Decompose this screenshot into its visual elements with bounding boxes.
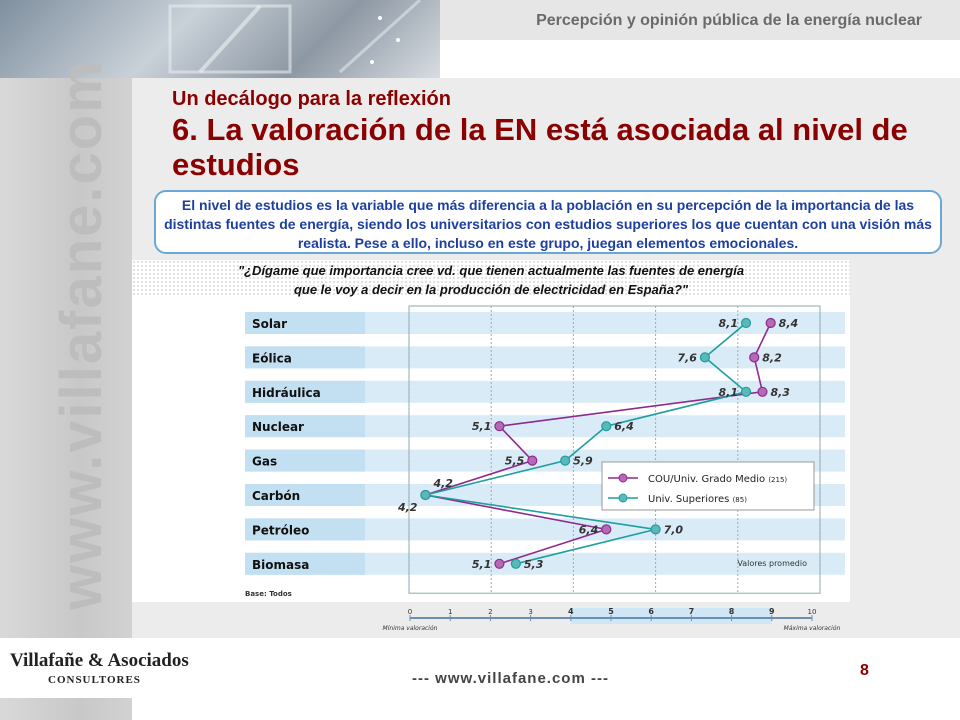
- category-label: Hidráulica: [252, 386, 321, 400]
- page-number: 8: [860, 662, 869, 679]
- legend-label: COU/Univ. Grado Medio (215): [648, 474, 787, 485]
- slide-subtitle: Un decálogo para la reflexión: [172, 88, 451, 110]
- data-label: 5,1: [472, 420, 492, 433]
- data-label: 4,2: [432, 477, 453, 490]
- category-label-box: [245, 552, 365, 575]
- slide-title: 6. La valoración de la EN está asociada …: [172, 112, 908, 182]
- company-logo-sub: CONSULTORES: [48, 674, 141, 686]
- category-label: Nuclear: [252, 420, 304, 434]
- data-label: 7,6: [677, 351, 697, 364]
- data-label: 5,3: [524, 558, 544, 571]
- category-label-box: [245, 346, 365, 369]
- data-point: [527, 455, 538, 466]
- banner-pattern: [168, 0, 422, 74]
- legend-count: (215): [768, 476, 787, 484]
- data-point: [601, 524, 612, 535]
- question-line-2: que le voy a decir en la producción de e…: [293, 282, 689, 297]
- legend-label: Univ. Superiores (85): [648, 494, 747, 505]
- left-side-band: [0, 0, 132, 720]
- category-band: [245, 380, 845, 403]
- category-label-box: [245, 449, 365, 472]
- data-label: 7,0: [664, 523, 684, 536]
- legend-box: [601, 461, 815, 511]
- data-label: 5,5: [505, 455, 525, 468]
- category-label: Gas: [252, 455, 277, 469]
- data-label: 8,1: [719, 317, 739, 330]
- header-bar: [440, 0, 960, 40]
- category-band: [245, 312, 845, 334]
- data-point: [494, 558, 505, 569]
- data-point: [420, 489, 431, 501]
- category-label: Eólica: [252, 351, 292, 365]
- data-label: 8,2: [762, 351, 782, 364]
- data-point: [560, 455, 571, 466]
- footer-logo-area: [0, 638, 200, 698]
- data-label: 8,1: [719, 386, 739, 399]
- legend: COU/Univ. Grado Medio (215) Univ. Superio…: [601, 461, 815, 511]
- chart-area: "¿Dígame que importancia cree vd. que ti…: [132, 260, 850, 602]
- x-tick-label: 8,0: [732, 601, 745, 602]
- data-label: 4,2: [397, 501, 418, 514]
- category-label-box: [245, 380, 365, 403]
- data-label: 6,4: [614, 420, 634, 433]
- intro-text: El nivel de estudios es la variable que …: [164, 197, 932, 251]
- question-line-1: "¿Dígame que importancia cree vd. que ti…: [237, 263, 745, 278]
- x-tick-label: 9,0: [814, 601, 827, 602]
- base-note: Base: Todos: [245, 590, 292, 598]
- category-label-box: [245, 312, 365, 334]
- company-logo-name: Villafañe & Asociados: [10, 650, 189, 671]
- data-label: 5,9: [573, 455, 593, 468]
- data-point: [740, 386, 752, 397]
- category-band: [245, 552, 845, 575]
- data-point: [494, 421, 505, 432]
- category-label-box: [245, 518, 365, 541]
- data-point: [699, 352, 711, 363]
- data-label: 8,3: [770, 386, 790, 399]
- data-label: 6,4: [579, 523, 599, 536]
- data-point: [740, 317, 752, 329]
- data-point: [601, 421, 612, 432]
- header-title: Percepción y opinión pública de la energ…: [536, 12, 922, 29]
- series-line: [425, 322, 748, 565]
- data-point: [749, 352, 760, 363]
- legend-marker: [618, 493, 628, 503]
- intro-box: El nivel de estudios es la variable que …: [154, 190, 942, 254]
- category-label: Petróleo: [252, 523, 309, 537]
- top-banner-image: [0, 0, 440, 78]
- data-point: [757, 386, 768, 397]
- category-label: Solar: [252, 317, 287, 331]
- data-label: 5,1: [472, 558, 492, 571]
- footer-bar: [200, 638, 940, 700]
- category-label: Biomasa: [252, 558, 309, 572]
- footer-url: --- www.villafane.com ---: [412, 670, 609, 687]
- category-label-box: [245, 484, 365, 506]
- data-point: [650, 524, 661, 535]
- x-tick-label: 6,0: [567, 601, 580, 602]
- watermark-url: www.villafane.com: [49, 59, 114, 610]
- annotation-valores-promedio: Valores promedio: [737, 559, 807, 568]
- x-tick-label: 7,0: [649, 601, 662, 602]
- x-tick-label: 5,0: [485, 601, 498, 602]
- category-label: Carbón: [252, 489, 300, 503]
- x-tick-label: 4,0: [403, 601, 416, 602]
- legend-count: (85): [733, 496, 748, 504]
- data-point: [510, 558, 521, 569]
- data-point: [765, 317, 776, 329]
- line-chart: Solar Eólica Hidráulica Nuclear Gas Carbón Pet…: [242, 300, 845, 602]
- category-band: [245, 415, 845, 438]
- category-band: [245, 518, 845, 541]
- plot-frame: [408, 305, 821, 594]
- category-label-box: [245, 415, 365, 438]
- data-label: 8,4: [779, 317, 799, 330]
- legend-marker: [618, 473, 628, 483]
- category-band: [245, 346, 845, 369]
- survey-question: "¿Dígame que importancia cree vd. que ti…: [132, 260, 850, 297]
- series-line: [425, 322, 772, 565]
